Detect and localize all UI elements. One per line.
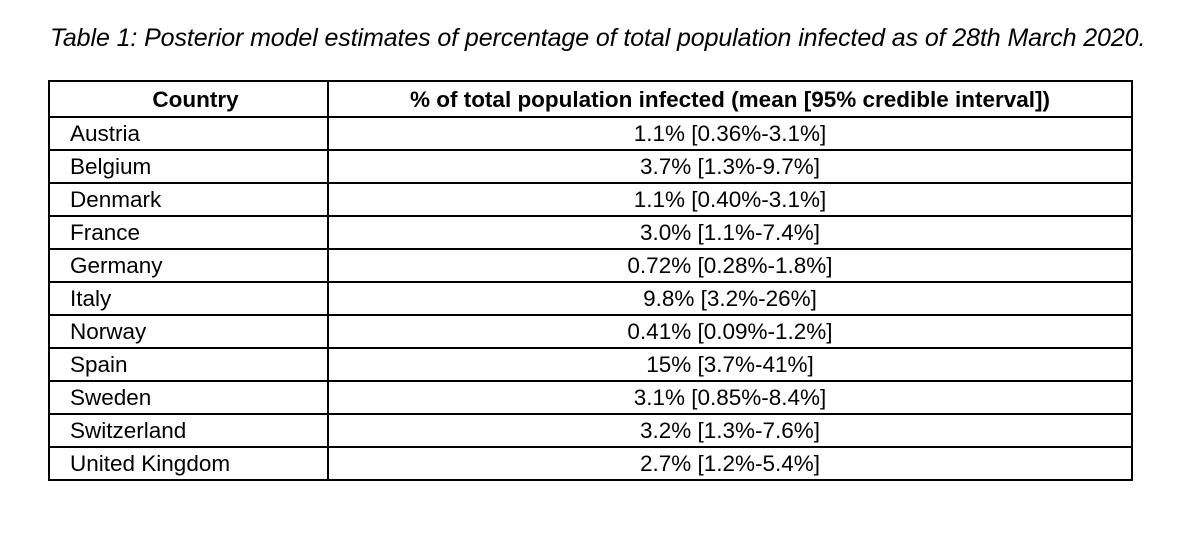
table-header-row: Country % of total population infected (… [48, 80, 1133, 118]
table-caption: Table 1: Posterior model estimates of pe… [50, 24, 1146, 52]
table-row: Norway 0.41% [0.09%-1.2%] [48, 314, 1133, 349]
results-table: Country % of total population infected (… [48, 80, 1133, 481]
country-cell: Belgium [48, 149, 329, 184]
table-row: United Kingdom 2.7% [1.2%-5.4%] [48, 446, 1133, 481]
infected-estimate-cell: 0.72% [0.28%-1.8%] [327, 248, 1133, 283]
country-cell: France [48, 215, 329, 250]
infected-estimate-cell: 15% [3.7%-41%] [327, 347, 1133, 382]
country-cell: United Kingdom [48, 446, 329, 481]
table-row: Belgium 3.7% [1.3%-9.7%] [48, 149, 1133, 184]
infected-estimate-cell: 3.0% [1.1%-7.4%] [327, 215, 1133, 250]
table-row: Germany 0.72% [0.28%-1.8%] [48, 248, 1133, 283]
column-header-infected: % of total population infected (mean [95… [327, 80, 1133, 118]
country-cell: Spain [48, 347, 329, 382]
table-row: France 3.0% [1.1%-7.4%] [48, 215, 1133, 250]
country-cell: Sweden [48, 380, 329, 415]
table-row: Denmark 1.1% [0.40%-3.1%] [48, 182, 1133, 217]
table-row: Austria 1.1% [0.36%-3.1%] [48, 116, 1133, 151]
table-row: Spain 15% [3.7%-41%] [48, 347, 1133, 382]
infected-estimate-cell: 1.1% [0.36%-3.1%] [327, 116, 1133, 151]
table-row: Switzerland 3.2% [1.3%-7.6%] [48, 413, 1133, 448]
infected-estimate-cell: 1.1% [0.40%-3.1%] [327, 182, 1133, 217]
table-row: Sweden 3.1% [0.85%-8.4%] [48, 380, 1133, 415]
country-cell: Switzerland [48, 413, 329, 448]
country-cell: Norway [48, 314, 329, 349]
infected-estimate-cell: 0.41% [0.09%-1.2%] [327, 314, 1133, 349]
infected-estimate-cell: 2.7% [1.2%-5.4%] [327, 446, 1133, 481]
country-cell: Italy [48, 281, 329, 316]
country-cell: Germany [48, 248, 329, 283]
country-cell: Denmark [48, 182, 329, 217]
table-row: Italy 9.8% [3.2%-26%] [48, 281, 1133, 316]
infected-estimate-cell: 3.7% [1.3%-9.7%] [327, 149, 1133, 184]
column-header-country: Country [48, 80, 329, 118]
infected-estimate-cell: 3.2% [1.3%-7.6%] [327, 413, 1133, 448]
infected-estimate-cell: 9.8% [3.2%-26%] [327, 281, 1133, 316]
infected-estimate-cell: 3.1% [0.85%-8.4%] [327, 380, 1133, 415]
country-cell: Austria [48, 116, 329, 151]
